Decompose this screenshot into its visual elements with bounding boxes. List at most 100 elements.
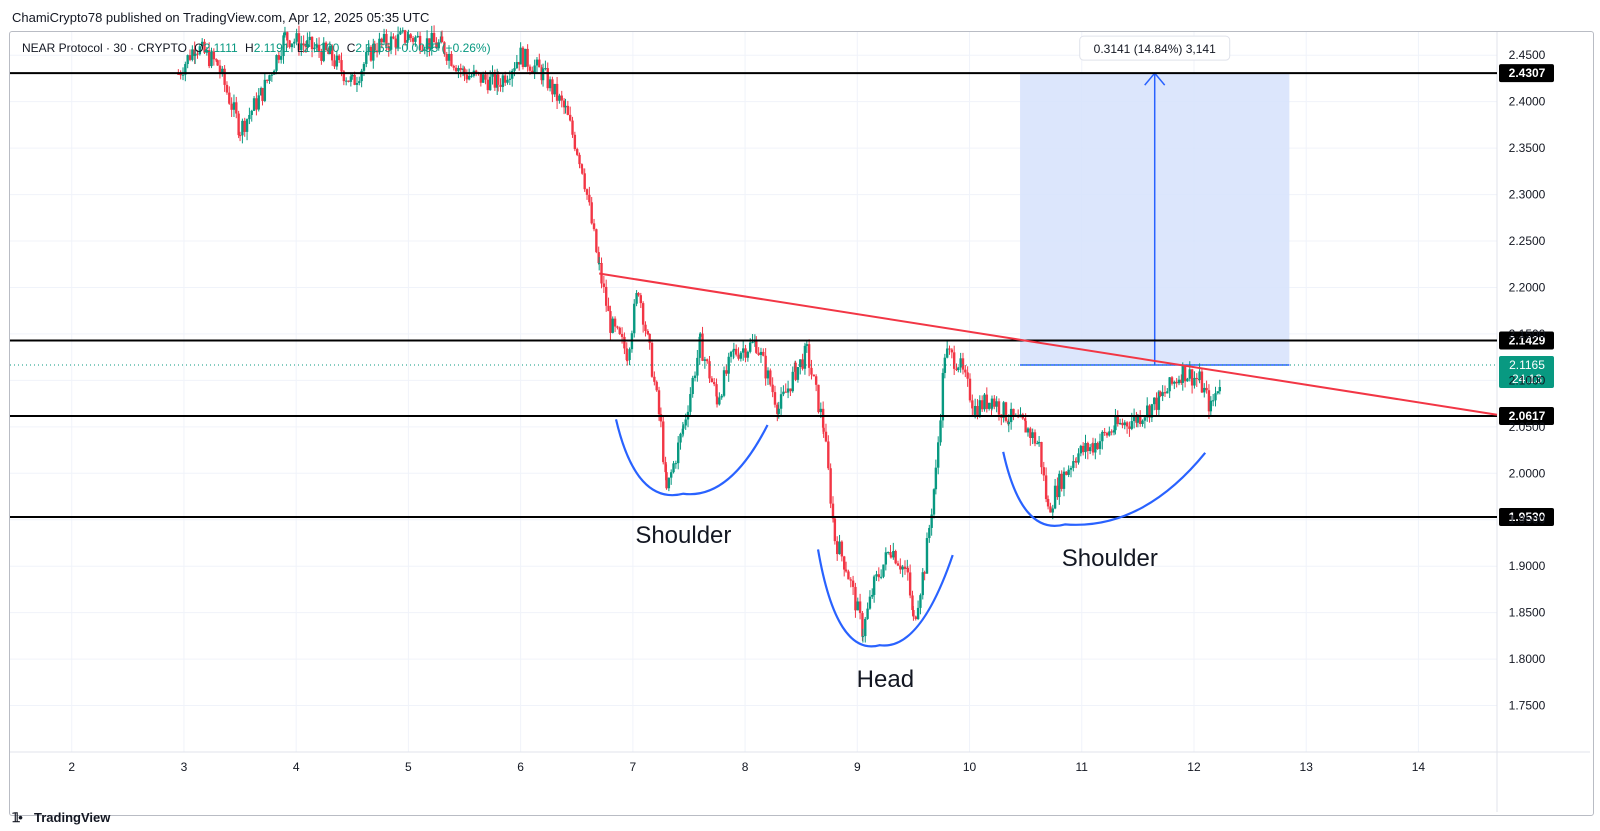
candle-body [657, 390, 661, 415]
candle-body [228, 92, 231, 104]
candle-body [1118, 422, 1122, 425]
candle-body [1040, 441, 1043, 468]
candle-body [995, 401, 998, 407]
time-axis-tick: 13 [1300, 760, 1314, 774]
candle-body [997, 401, 1001, 415]
candle-body [639, 295, 643, 304]
candle-body [782, 391, 785, 395]
candle-body [560, 95, 563, 101]
time-axis-tick: 7 [630, 760, 637, 774]
candle-body [838, 541, 841, 555]
candle-body [573, 134, 577, 150]
candle-body [843, 556, 846, 570]
candle-body [283, 32, 287, 36]
candle-body [409, 34, 412, 39]
candle-body [583, 173, 586, 190]
candle-body [667, 477, 671, 489]
candle-body [814, 376, 818, 385]
candle-body [1079, 445, 1083, 454]
candle-body [921, 572, 924, 596]
candle-body [365, 52, 368, 64]
price-axis-tick: 1.9500 [1509, 513, 1546, 527]
candle-body [372, 43, 375, 61]
candle-body [1143, 417, 1147, 421]
candle-body [320, 51, 323, 61]
candle-body [799, 359, 802, 368]
candle-body [230, 103, 233, 110]
candle-body [886, 552, 890, 554]
candle-body [968, 378, 972, 401]
candle-body [849, 579, 852, 581]
candle-body [773, 392, 777, 405]
candle-body [812, 374, 816, 377]
candle-body [435, 42, 438, 49]
candle-body [755, 341, 758, 353]
candle-body [248, 114, 251, 120]
candle-body [506, 79, 509, 83]
candle-body [1153, 397, 1156, 405]
candle-body [948, 348, 951, 350]
candle-body [1012, 408, 1015, 417]
candle-body [990, 398, 994, 409]
candle-body [835, 541, 839, 555]
candle-body [607, 305, 610, 312]
tradingview-logo[interactable]: 𝟙• TradingView [12, 810, 110, 826]
candle-body [766, 370, 770, 379]
legend-low-label: L [296, 41, 304, 55]
candle-body [1209, 400, 1213, 412]
candle-body [1007, 422, 1011, 425]
candle-body [263, 79, 267, 101]
candle-body [360, 70, 363, 82]
candle-body [302, 43, 305, 46]
candle-body [585, 189, 589, 195]
legend-symbol[interactable]: NEAR Protocol · 30 · CRYPTO [22, 41, 187, 55]
time-axis-tick: 6 [517, 760, 524, 774]
time-axis-tick: 4 [293, 760, 300, 774]
candle-body [241, 120, 244, 136]
candle-body [335, 55, 339, 67]
candle-body [425, 38, 429, 50]
candle-body [633, 303, 636, 334]
candle-body [620, 333, 624, 337]
candle-body [538, 59, 541, 68]
candle-body [524, 48, 527, 68]
candle-body [555, 83, 559, 101]
candle-body [698, 333, 702, 337]
candle-body [957, 367, 960, 371]
candle-body [611, 318, 614, 333]
candle-body [535, 59, 539, 66]
candle-body [501, 75, 505, 87]
candle-body [324, 42, 328, 51]
candle-body [978, 400, 982, 417]
candle-body [759, 351, 763, 355]
candle-body [575, 149, 579, 155]
candle-body [488, 76, 492, 91]
candle-body [930, 514, 933, 528]
candle-body [906, 567, 910, 573]
candle-body [822, 427, 825, 432]
candle-body [777, 408, 780, 414]
candle-body [882, 564, 885, 577]
candle-body [1211, 400, 1215, 402]
candle-body [238, 135, 242, 137]
candle-body [223, 68, 226, 85]
candle-body [985, 394, 989, 409]
candle-body [548, 79, 552, 89]
projection-label: 0.3141 (14.84%) 3,141 [1094, 42, 1216, 56]
candle-body [1046, 499, 1050, 507]
pattern-annotation: Head [857, 666, 914, 693]
price-axis-tick: 1.8000 [1509, 652, 1546, 666]
candle-body [232, 102, 236, 110]
candle-body [847, 571, 850, 580]
candle-body [1130, 421, 1133, 429]
candle-body [764, 355, 767, 379]
candle-body [375, 50, 379, 53]
candle-body [701, 333, 704, 361]
candle-body [1128, 426, 1131, 429]
candle-body [526, 48, 529, 67]
candle-body [1067, 469, 1070, 475]
candle-body [786, 388, 790, 393]
candle-body [1146, 405, 1149, 418]
candle-body [437, 42, 440, 49]
